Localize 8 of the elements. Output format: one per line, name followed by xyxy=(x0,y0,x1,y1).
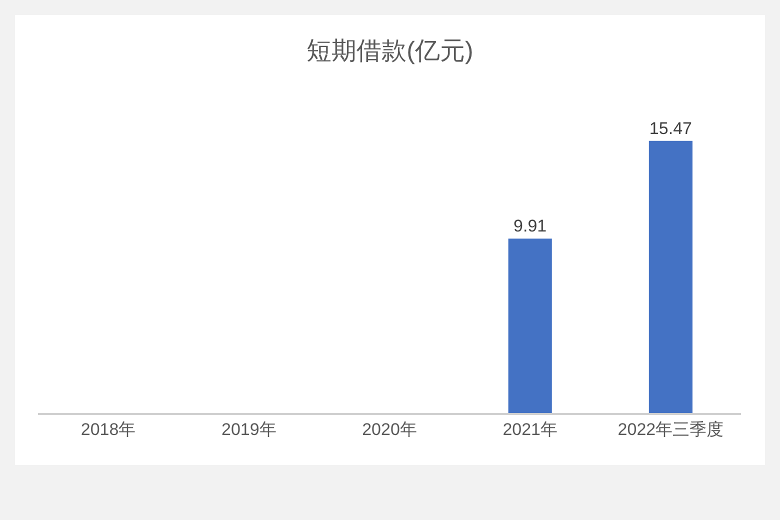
x-tick-label: 2019年 xyxy=(221,420,276,440)
x-tick-label: 2018年 xyxy=(80,420,136,440)
chart-title: 短期借款(亿元) xyxy=(306,36,474,65)
data-label: 9.91 xyxy=(514,216,547,236)
data-label: 15.47 xyxy=(649,118,692,138)
x-tick-label: 2021年 xyxy=(502,420,558,440)
x-tick-label: 2020年 xyxy=(362,420,417,440)
x-tick-label: 2022年三季度 xyxy=(618,420,724,440)
